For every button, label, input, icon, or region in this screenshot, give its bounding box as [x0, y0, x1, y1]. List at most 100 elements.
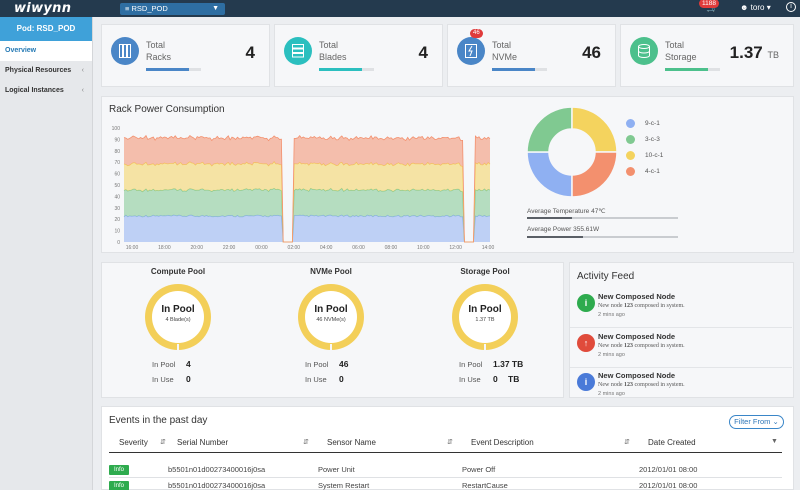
area-series-9-c-1[interactable]	[124, 215, 490, 242]
sort-icon[interactable]: ⇵	[303, 439, 309, 446]
pool-gauge-sub: 1.37 TB	[475, 317, 495, 323]
donut-slice-3-c-3[interactable]	[526, 106, 573, 153]
menu-icon: ≡	[125, 4, 130, 13]
legend-label: 10-c-1	[645, 152, 664, 160]
user-menu[interactable]: ☻ toro ▾	[740, 3, 771, 12]
pool-gauge[interactable]: In Pool 4 Blade(s)	[145, 284, 211, 350]
pool-in-use-label: In Use	[459, 375, 481, 384]
area-series-3-c-3[interactable]	[124, 188, 490, 242]
x-tick-label: 10:00	[417, 245, 430, 251]
stat-progress	[146, 68, 201, 71]
feed-divider	[570, 327, 792, 328]
upload-icon: ↑	[577, 334, 595, 352]
sidebar-item-overview[interactable]: Overview	[0, 41, 92, 61]
user-name: toro	[750, 3, 765, 12]
y-tick-label: 80	[114, 149, 120, 155]
column-header-date-created[interactable]: Date Created	[648, 438, 696, 447]
donut-slice-9-c-1[interactable]	[526, 151, 573, 198]
pool-gauge-marker	[484, 344, 486, 350]
legend-item[interactable]: 3-c-3	[626, 135, 660, 144]
x-tick-label: 22:00	[223, 245, 236, 251]
filter-from-button[interactable]: Filter From ⌄	[729, 415, 784, 429]
pool-gauge-sub: 46 NVMe(s)	[316, 317, 346, 323]
stat-card-blades: Total Blades 4	[274, 24, 443, 87]
pool-in-use-value: 0	[339, 374, 344, 384]
cart-count-badge: 1188	[699, 0, 719, 8]
sort-icon[interactable]: ⇵	[624, 439, 630, 446]
line-series-9-c-1	[123, 214, 491, 243]
avg-temperature-bar	[527, 217, 678, 219]
pool-gauge[interactable]: In Pool 1.37 TB	[452, 284, 518, 350]
area-series-10-c-1[interactable]	[124, 161, 490, 242]
legend-label: 3-c-3	[645, 136, 660, 144]
donut-slice-10-c-1[interactable]	[571, 106, 618, 153]
stat-value: 1.37 TB	[729, 43, 779, 62]
legend-item[interactable]: 9-c-1	[626, 119, 660, 128]
activity-time: 2 mins ago	[598, 352, 625, 358]
sidebar-item-label: Logical Instances	[5, 87, 64, 94]
events-panel	[101, 406, 794, 490]
sort-desc-icon[interactable]: ▼	[771, 438, 778, 445]
sidebar-pod-title: Pod: RSD_POD	[0, 17, 92, 41]
stat-value: 4	[245, 43, 255, 62]
column-header-event-description[interactable]: Event Description	[471, 438, 534, 447]
pool-in-use-value: 0	[493, 374, 498, 384]
stat-progress	[319, 68, 374, 71]
stat-value: 46	[582, 43, 601, 62]
column-header-sensor-name[interactable]: Sensor Name	[327, 438, 376, 447]
legend-item[interactable]: 10-c-1	[626, 151, 663, 160]
activity-feed-item[interactable]: i New Composed Node New node 123 composed …	[577, 371, 792, 407]
pool-in-pool-label: In Pool	[305, 360, 329, 369]
x-tick-label: 20:00	[190, 245, 203, 251]
x-tick-label: 14:00	[482, 245, 495, 251]
top-bar: wiwynn ≡ RSD_POD ▼ 🛒 1188 ☻ toro ▾ i	[0, 0, 800, 17]
pool-gauge[interactable]: In Pool 46 NVMe(s)	[298, 284, 364, 350]
activity-feed-title: Activity Feed	[577, 271, 635, 282]
x-tick-label: 06:00	[352, 245, 365, 251]
stat-card-storage: Total Storage 1.37 TB	[620, 24, 794, 87]
pod-selector-value: RSD_POD	[131, 4, 168, 13]
legend-label: 4-c-1	[645, 168, 660, 176]
sidebar-item-logical-instances[interactable]: Logical Instances ‹	[0, 81, 92, 101]
events-title: Events in the past day	[109, 415, 208, 426]
pool-gauge-center: In Pool 4 Blade(s)	[152, 291, 204, 343]
legend-swatch	[626, 135, 635, 144]
cell-date: 2012/01/01 08:00	[639, 465, 698, 474]
sidebar-item-physical-resources[interactable]: Physical Resources ‹	[0, 61, 92, 81]
x-tick-label: 02:00	[288, 245, 301, 251]
severity-badge: Info	[109, 465, 129, 475]
avg-power-label: Average Power 355.61W	[527, 226, 600, 233]
area-series-4-c-1[interactable]	[124, 135, 490, 243]
y-tick-label: 60	[114, 172, 120, 178]
stat-progress	[492, 68, 547, 71]
stat-label: Total Racks	[146, 40, 172, 62]
stat-card-nvme: Total NVMe 46	[447, 24, 616, 87]
column-header-severity[interactable]: Severity	[119, 438, 148, 447]
pod-selector[interactable]: ≡ RSD_POD ▼	[120, 3, 225, 15]
y-tick-label: 50	[114, 183, 120, 189]
help-icon[interactable]: i	[786, 2, 796, 12]
avg-power-bar	[527, 236, 678, 238]
pool-gauge-sub: 4 Blade(s)	[165, 317, 191, 323]
database-icon	[630, 37, 658, 65]
pool-in-use-unit: TB	[508, 374, 520, 384]
donut-slice-4-c-1[interactable]	[571, 151, 618, 198]
stat-label: Total Blades	[319, 40, 347, 62]
line-series-4-c-1	[123, 134, 491, 243]
user-icon: ☻	[740, 3, 749, 12]
y-tick-label: 10	[114, 229, 120, 235]
cell-serial: b5501n01d00273400016j0sa	[168, 481, 266, 490]
sidebar-item-label: Overview	[5, 47, 37, 54]
legend-item[interactable]: 4-c-1	[626, 167, 660, 176]
sort-icon[interactable]: ⇵	[447, 439, 453, 446]
activity-description: New node 123 composed in system.	[598, 343, 685, 349]
activity-feed-item[interactable]: ↑ New Composed Node New node 123 composed …	[577, 332, 792, 368]
pool-in-use-label: In Use	[152, 375, 174, 384]
column-header-serial-number[interactable]: Serial Number	[177, 438, 229, 447]
severity-badge: Info	[109, 481, 129, 490]
sort-icon[interactable]: ⇵	[160, 439, 166, 446]
chevron-down-icon: ⌄	[772, 417, 779, 426]
activity-time: 2 mins ago	[598, 391, 625, 397]
activity-feed-item[interactable]: i New Composed Node New node 123 composed …	[577, 292, 792, 328]
pool-in-use-label: In Use	[305, 375, 327, 384]
